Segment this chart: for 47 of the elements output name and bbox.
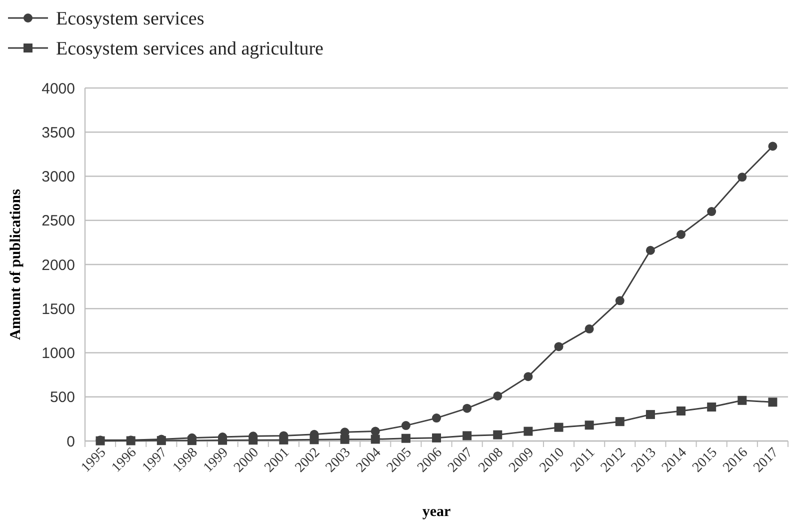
point	[738, 396, 747, 405]
point	[738, 172, 747, 182]
point	[340, 434, 350, 444]
point	[524, 372, 533, 382]
point	[524, 426, 533, 436]
point	[310, 435, 319, 444]
point	[707, 402, 716, 412]
y-tick-label: 2500	[42, 212, 75, 230]
y-tick-label: 3000	[42, 168, 75, 186]
point	[432, 414, 441, 423]
point	[615, 296, 624, 306]
point	[218, 436, 228, 445]
point	[584, 324, 594, 334]
point	[646, 410, 655, 420]
y-tick-label: 2000	[42, 256, 75, 274]
point	[584, 420, 594, 430]
point	[646, 246, 655, 255]
point	[462, 404, 472, 413]
point	[187, 436, 196, 446]
point	[615, 417, 624, 426]
point	[462, 431, 472, 440]
point	[676, 406, 686, 416]
point	[248, 436, 258, 445]
point	[554, 342, 564, 352]
point	[768, 142, 778, 151]
legend-label: Ecosystem services and agriculture	[56, 38, 324, 60]
x-tick-label: 2011	[568, 445, 598, 476]
x-axis-title: year	[422, 504, 451, 520]
point	[370, 434, 380, 444]
y-tick-label: 3500	[42, 124, 75, 142]
point	[432, 433, 441, 442]
point	[493, 391, 502, 400]
y-tick-label: 1500	[42, 300, 75, 318]
point	[768, 398, 778, 407]
point	[707, 207, 716, 216]
y-tick-label: 4000	[42, 80, 75, 98]
point	[279, 435, 288, 444]
point	[554, 422, 564, 432]
legend-label: Ecosystem services	[56, 8, 204, 30]
point	[401, 421, 410, 430]
y-tick-label: 0	[66, 433, 75, 450]
point	[401, 434, 410, 443]
y-axis-title: Amount of publications	[8, 188, 24, 340]
point	[493, 430, 502, 440]
point	[676, 230, 686, 239]
y-tick-label: 1000	[42, 345, 75, 362]
y-tick-label: 500	[50, 389, 75, 406]
